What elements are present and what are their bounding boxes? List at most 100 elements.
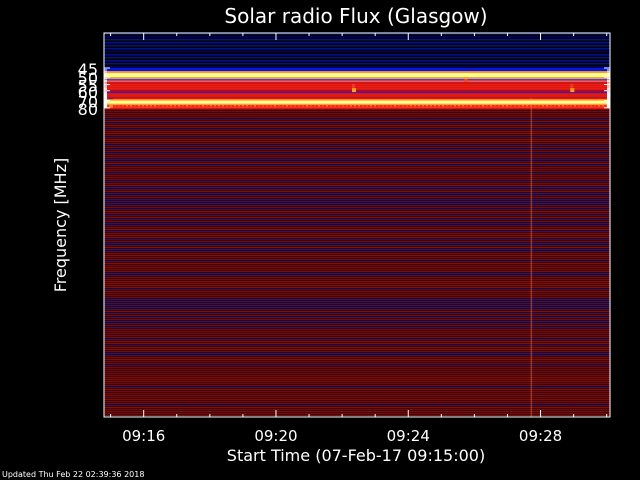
texture-line	[104, 54, 610, 56]
texture-line	[104, 274, 610, 277]
texture-line	[104, 242, 610, 245]
texture-line	[104, 198, 610, 201]
texture-line	[104, 312, 610, 315]
texture-line	[104, 292, 610, 295]
texture-line	[104, 414, 610, 417]
texture-line	[104, 136, 610, 139]
burst-dot	[570, 88, 575, 93]
texture-line	[104, 196, 610, 199]
texture-line	[104, 218, 610, 221]
texture-line	[104, 324, 610, 327]
texture-line	[104, 372, 610, 375]
texture-line	[104, 306, 610, 309]
texture-line	[104, 126, 610, 129]
texture-line	[104, 230, 610, 233]
texture-line	[104, 174, 610, 177]
texture-line	[104, 406, 610, 409]
texture-line	[104, 300, 610, 303]
texture-line	[104, 110, 610, 113]
texture-line	[104, 334, 610, 337]
texture-line	[104, 352, 610, 355]
texture-line	[104, 130, 610, 133]
texture-line	[104, 368, 610, 371]
texture-line	[104, 90, 610, 92]
texture-line	[104, 350, 610, 353]
texture-line	[104, 158, 610, 161]
texture-line	[104, 238, 610, 241]
texture-line	[104, 272, 610, 275]
y-tick-label: 70	[78, 93, 98, 112]
texture-line	[104, 178, 610, 181]
texture-line	[104, 60, 610, 62]
texture-line	[104, 412, 610, 415]
texture-line	[104, 39, 610, 41]
texture-line	[104, 376, 610, 379]
texture-line	[104, 206, 610, 209]
red-line	[104, 105, 610, 107]
y-tick-label: 50	[78, 69, 98, 88]
red-line	[104, 107, 610, 109]
y-tick-label: 80	[78, 100, 98, 119]
texture-line	[104, 33, 610, 35]
texture-line	[104, 154, 610, 157]
texture-line	[104, 336, 610, 339]
texture-line	[104, 162, 610, 165]
texture-line	[104, 316, 610, 319]
texture-line	[104, 192, 610, 195]
texture-line	[104, 51, 610, 53]
texture-line	[104, 362, 610, 365]
y-tick-label: 55	[78, 77, 98, 96]
texture-line	[104, 182, 610, 185]
texture-line	[104, 322, 610, 325]
texture-line	[104, 404, 610, 407]
texture-line	[104, 214, 610, 217]
texture-line	[104, 378, 610, 381]
band-4	[104, 91, 610, 104]
texture-line	[104, 226, 610, 229]
texture-line	[104, 340, 610, 343]
texture-line	[104, 88, 610, 90]
texture-line	[104, 296, 610, 299]
vertical-trace	[352, 83, 356, 91]
texture-line	[104, 224, 610, 227]
texture-line	[104, 244, 610, 247]
texture-line	[104, 148, 610, 151]
texture-line	[104, 138, 610, 141]
texture-line	[104, 264, 610, 267]
texture-line	[104, 134, 610, 137]
texture-line	[104, 222, 610, 225]
texture-line	[104, 382, 610, 385]
red-line	[104, 95, 610, 98]
texture-line	[104, 320, 610, 323]
texture-line	[104, 398, 610, 401]
texture-line	[104, 268, 610, 271]
x-tick-label: 09:24	[387, 427, 430, 445]
texture-line	[104, 248, 610, 251]
texture-line	[104, 400, 610, 403]
texture-line	[104, 63, 610, 65]
plot-frame	[103, 32, 611, 418]
texture-line	[104, 304, 610, 307]
texture-line	[104, 124, 610, 127]
band-edge-line	[104, 80, 610, 83]
texture-line	[104, 298, 610, 301]
texture-line	[104, 184, 610, 187]
texture-line	[104, 258, 610, 261]
texture-line	[104, 190, 610, 193]
texture-line	[104, 344, 610, 347]
texture-line	[104, 270, 610, 273]
texture-line	[104, 358, 610, 361]
texture-line	[104, 308, 610, 311]
texture-line	[104, 262, 610, 265]
texture-line	[104, 276, 610, 279]
texture-line	[104, 386, 610, 389]
texture-line	[104, 212, 610, 215]
edge-artifact	[109, 103, 113, 108]
texture-line	[104, 176, 610, 179]
texture-line	[104, 128, 610, 131]
texture-line	[104, 160, 610, 163]
texture-line	[104, 104, 610, 107]
texture-line	[104, 252, 610, 255]
texture-line	[104, 388, 610, 391]
